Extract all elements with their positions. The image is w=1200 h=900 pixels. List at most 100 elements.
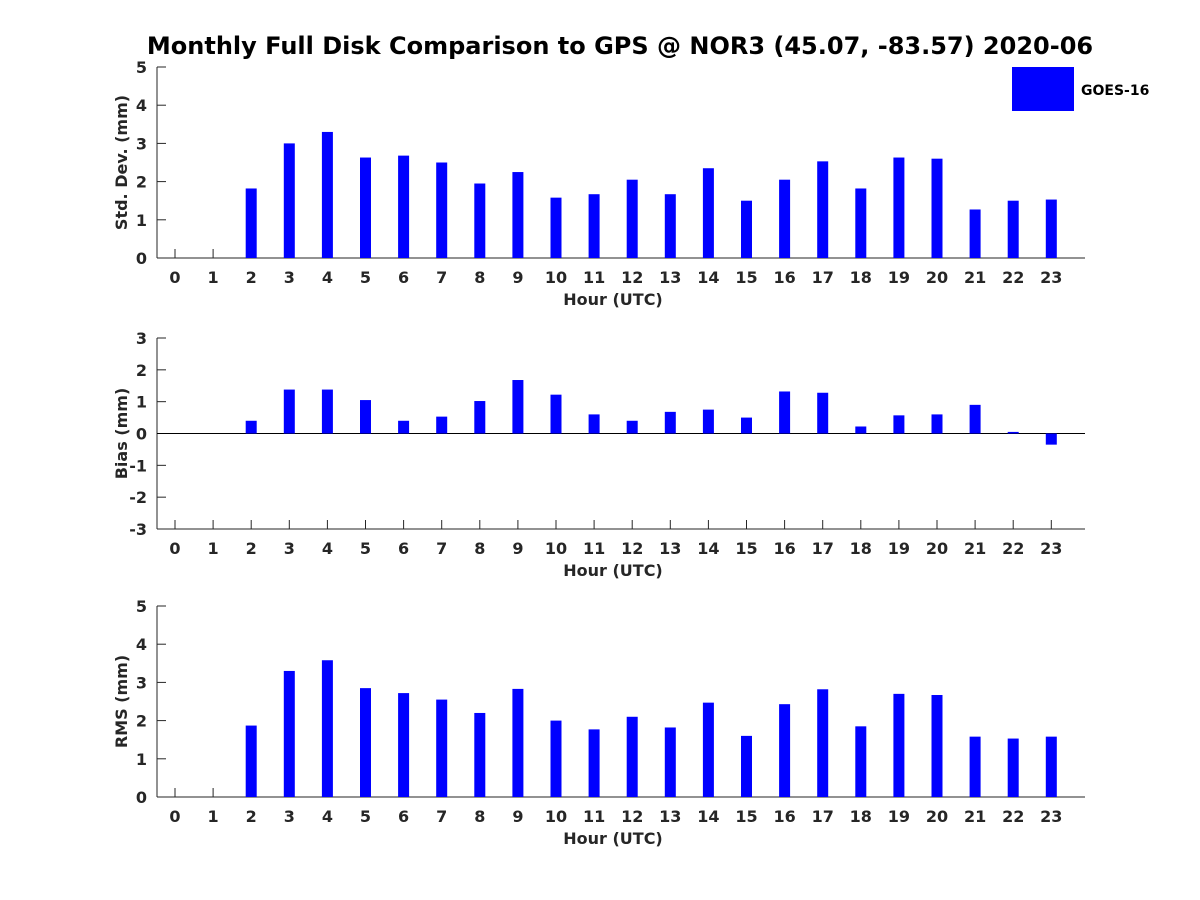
x-tick-label: 20 [926,268,948,287]
bar [550,720,562,797]
bar [702,409,714,434]
x-tick-label: 4 [322,807,333,826]
x-tick-label: 16 [773,807,795,826]
x-tick-label: 13 [659,539,681,558]
bar [1045,736,1057,797]
x-tick-label: 18 [850,539,872,558]
bar [512,172,524,258]
bar [855,188,867,258]
bar [626,420,638,434]
bar [1007,431,1019,434]
bar [702,702,714,797]
legend-swatch [1012,67,1074,111]
bar [588,414,600,434]
y-tick-label: -1 [129,456,147,475]
y-tick-label: 1 [136,211,147,230]
x-tick-label: 2 [246,539,257,558]
x-tick-label: 9 [512,268,523,287]
x-tick-label: 14 [697,268,719,287]
y-tick-label: 0 [136,249,147,268]
x-tick-label: 6 [398,539,409,558]
x-tick-label: 15 [735,268,757,287]
y-tick-label: 1 [136,393,147,412]
x-tick-label: 5 [360,807,371,826]
y-tick-label: 5 [136,597,147,616]
x-tick-label: 2 [246,268,257,287]
bar [626,179,638,258]
bar [702,168,714,258]
bar [360,400,371,434]
x-tick-label: 7 [436,539,447,558]
bar [321,131,333,258]
bar [283,670,295,797]
x-tick-label: 13 [659,268,681,287]
y-axis-label: Bias (mm) [112,388,131,480]
x-tick-label: 3 [284,268,295,287]
x-tick-label: 23 [1040,539,1062,558]
x-tick-label: 6 [398,807,409,826]
x-tick-label: 16 [773,268,795,287]
x-tick-label: 14 [697,539,719,558]
bar [969,209,981,258]
bar [817,392,829,434]
bar [855,426,867,434]
x-axis-label: Hour (UTC) [563,561,663,580]
bar [1007,738,1019,797]
x-tick-label: 21 [964,268,986,287]
x-tick-label: 7 [436,807,447,826]
bar [969,736,981,797]
bar [779,179,791,258]
bar [741,417,752,434]
bar [779,391,791,434]
bar [512,688,524,797]
x-tick-label: 0 [169,268,180,287]
y-tick-label: 2 [136,361,147,380]
bar [1007,200,1019,258]
x-tick-label: 5 [360,539,371,558]
bar [512,380,524,434]
x-tick-label: 3 [284,539,295,558]
bar [588,194,600,258]
legend: GOES-16 [1012,67,1149,111]
y-axis-label: RMS (mm) [112,655,131,748]
x-tick-label: 18 [850,807,872,826]
x-tick-label: 17 [812,807,834,826]
x-tick-label: 12 [621,268,643,287]
x-tick-label: 23 [1040,268,1062,287]
y-tick-label: 4 [136,635,147,654]
bar [1045,199,1057,258]
bar [588,729,600,797]
bar [398,693,410,797]
bar [360,157,371,258]
bar [1045,433,1057,445]
bar [817,689,829,797]
y-tick-label: 5 [136,58,147,77]
bar [779,704,791,797]
bar [245,725,257,797]
bar [321,389,333,434]
x-tick-label: 2 [246,807,257,826]
y-tick-label: 1 [136,750,147,769]
bar [893,415,905,434]
bar [321,660,333,797]
x-tick-label: 20 [926,807,948,826]
x-tick-label: 9 [512,807,523,826]
bar [283,389,295,434]
y-tick-label: 4 [136,96,147,115]
bar [893,157,905,258]
bar [664,727,676,797]
bar [550,394,562,434]
bar [245,420,257,434]
x-tick-label: 12 [621,807,643,826]
bar [931,158,943,258]
x-tick-label: 15 [735,807,757,826]
x-tick-label: 15 [735,539,757,558]
x-tick-label: 7 [436,268,447,287]
x-tick-label: 18 [850,268,872,287]
x-tick-label: 10 [545,807,567,826]
bar [741,735,752,797]
x-axis-label: Hour (UTC) [563,290,663,309]
bar [474,401,486,434]
